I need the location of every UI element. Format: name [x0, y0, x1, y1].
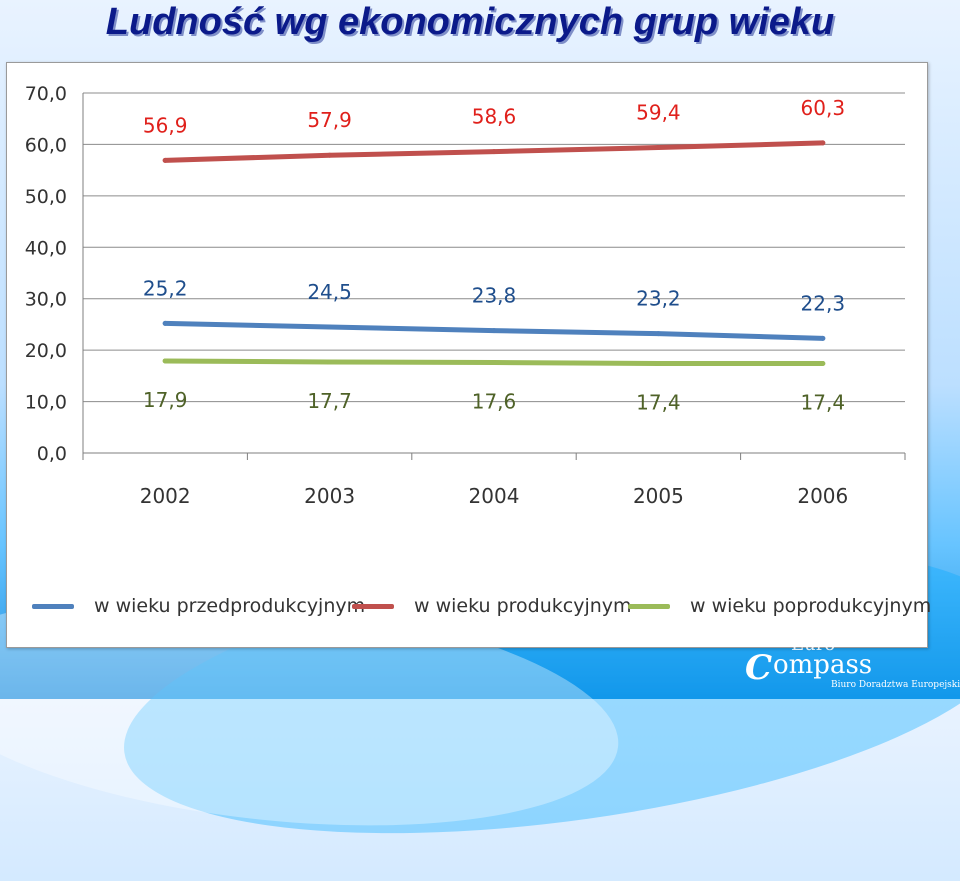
- data-point: [491, 359, 497, 365]
- x-tick-label: 2006: [797, 484, 848, 508]
- data-point: [655, 361, 661, 367]
- data-label: 58,6: [472, 105, 517, 129]
- data-label: 17,4: [636, 391, 681, 415]
- logo-name: ompass: [773, 650, 873, 680]
- x-tick-label: 2002: [140, 484, 191, 508]
- data-label: 23,2: [636, 287, 681, 311]
- y-tick-label: 30,0: [25, 289, 67, 311]
- y-tick-label: 40,0: [25, 237, 67, 259]
- data-label: 17,9: [143, 388, 188, 412]
- legend-item-przedprodukcyjny: w wieku przedprodukcyjnym: [32, 586, 365, 626]
- y-tick-label: 20,0: [25, 340, 67, 362]
- eurocompass-logo: Euro C ompass Biuro Doradztwa Europejski…: [745, 634, 960, 696]
- data-label: 17,6: [472, 389, 517, 413]
- slide-title: Ludność wg ekonomicznych grup wieku: [105, 1, 835, 43]
- data-label: 17,4: [801, 391, 846, 415]
- y-tick-label: 50,0: [25, 186, 67, 208]
- data-label: 57,9: [307, 108, 352, 132]
- data-label: 22,3: [801, 291, 846, 315]
- data-point: [491, 328, 497, 334]
- logo-subtitle: Biuro Doradztwa Europejskiego: [831, 680, 960, 690]
- data-label: 59,4: [636, 101, 681, 125]
- data-point: [655, 145, 661, 151]
- legend-label: w wieku poprodukcyjnym: [690, 595, 932, 617]
- legend-swatch-przedprodukcyjny: [32, 603, 74, 609]
- chart-legend: w wieku przedprodukcyjnym w wieku produk…: [0, 586, 940, 626]
- data-point: [820, 335, 826, 341]
- data-point: [655, 331, 661, 337]
- data-label: 17,7: [307, 389, 352, 413]
- x-tick-label: 2004: [469, 484, 520, 508]
- logo-mark: C: [745, 648, 773, 688]
- legend-label: w wieku produkcyjnym: [414, 595, 632, 617]
- data-label: 56,9: [143, 113, 188, 137]
- data-label: 25,2: [143, 276, 188, 300]
- data-point: [327, 152, 333, 158]
- line-chart: 0,0 10,0 20,0 30,0 40,0 50,0 60,0 70,0 2002 2003 2…: [25, 83, 906, 508]
- legend-item-produkcyjny: w wieku produkcyjnym: [352, 586, 632, 626]
- y-tick-label: 70,0: [25, 83, 67, 105]
- y-tick-label: 60,0: [25, 134, 67, 156]
- x-tick-label: 2005: [633, 484, 684, 508]
- data-point: [491, 149, 497, 155]
- y-tick-label: 0,0: [37, 443, 67, 465]
- x-tick-label: 2003: [304, 484, 355, 508]
- legend-label: w wieku przedprodukcyjnym: [94, 595, 366, 617]
- data-point: [820, 140, 826, 146]
- data-point: [327, 359, 333, 365]
- logo-top-word: Euro: [791, 634, 836, 655]
- y-tick-label: 10,0: [25, 392, 67, 414]
- data-label: 24,5: [307, 280, 352, 304]
- data-point: [162, 320, 168, 326]
- data-point: [327, 324, 333, 330]
- legend-swatch-produkcyjny: [352, 603, 394, 609]
- data-label: 23,8: [472, 284, 517, 308]
- data-label: 60,3: [801, 96, 846, 120]
- legend-swatch-poprodukcyjny: [628, 603, 670, 609]
- data-point: [820, 361, 826, 367]
- data-point: [162, 358, 168, 364]
- chart-frame: 0,0 10,0 20,0 30,0 40,0 50,0 60,0 70,0 2002 2003 2…: [6, 62, 928, 648]
- data-point: [162, 157, 168, 163]
- legend-item-poprodukcyjny: w wieku poprodukcyjnym: [628, 586, 931, 626]
